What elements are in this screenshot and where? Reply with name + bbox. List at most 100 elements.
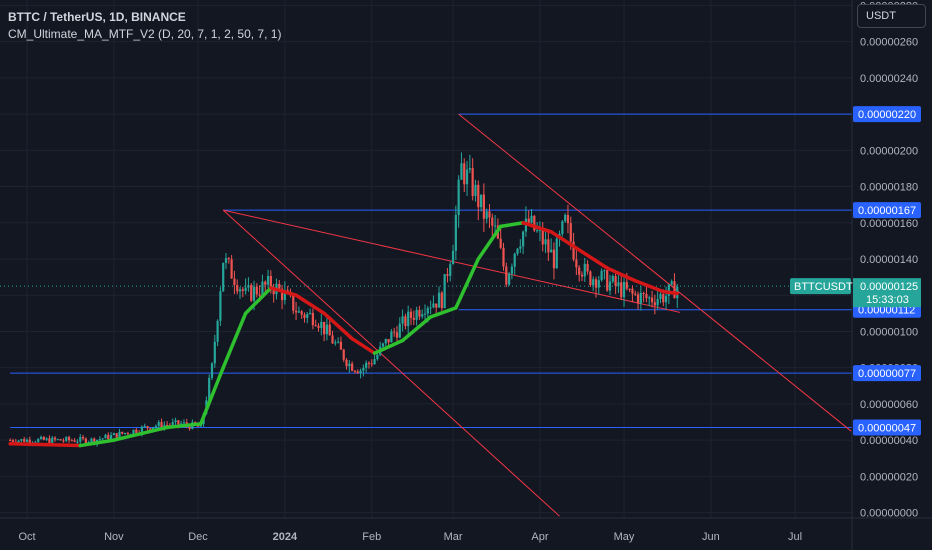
candle-body	[645, 293, 648, 299]
candle-body	[381, 343, 385, 347]
candle-body	[109, 435, 113, 440]
candle-body	[320, 321, 323, 328]
candle-body	[53, 437, 57, 440]
candle-body	[387, 338, 390, 343]
candle-body	[283, 290, 286, 301]
candle-body	[519, 246, 522, 249]
candle-body	[463, 163, 466, 185]
chart-legend: BTTC / TetherUS, 1D, BINANCE CM_Ultimate…	[8, 9, 281, 43]
level-tag	[853, 202, 921, 219]
candle-body	[449, 264, 452, 276]
candle-body	[124, 432, 127, 434]
candle-body	[17, 440, 20, 443]
candle-body	[550, 249, 553, 253]
ma-segment	[221, 311, 248, 370]
candle-body	[409, 311, 413, 318]
level-tag-label: 0.00000167	[858, 205, 916, 217]
time-tick-label: Jun	[702, 531, 720, 543]
candle-body	[9, 440, 12, 442]
indicator-title[interactable]: CM_Ultimate_MA_MTF_V2 (D, 20, 7, 1, 2, 5…	[8, 27, 282, 41]
level-tag	[853, 106, 921, 123]
candle-body	[639, 292, 642, 304]
ma-segment	[243, 286, 273, 316]
candle-body	[101, 438, 104, 440]
candle-body	[294, 310, 298, 313]
candle-body	[65, 437, 68, 441]
candle-body	[437, 292, 441, 308]
candle-body	[474, 184, 477, 197]
candle-body	[451, 250, 455, 265]
candle-body	[552, 249, 556, 269]
candle-body	[300, 311, 303, 315]
candle-body	[339, 341, 343, 350]
candle-body	[510, 266, 514, 274]
price-tick-label: 0.00000000	[860, 508, 918, 520]
candle-body	[522, 231, 525, 247]
candle-body	[485, 211, 488, 219]
candle-body	[104, 434, 107, 439]
candle-body	[348, 363, 351, 367]
candle-body	[488, 211, 491, 218]
candle-body	[440, 292, 443, 309]
time-tick-label: Mar	[444, 531, 463, 543]
candle-body	[429, 307, 432, 309]
candle-body	[351, 363, 354, 371]
moving-average	[8, 221, 680, 448]
candle-body	[323, 321, 326, 335]
level-tag	[853, 365, 921, 382]
symbol-tag-bg	[790, 278, 851, 295]
price-tick-label: 0.00000040	[860, 435, 918, 447]
candle-body	[362, 367, 365, 371]
candle-body	[23, 439, 26, 442]
candle-body	[398, 323, 401, 338]
currency-button[interactable]: USDT	[857, 4, 926, 28]
time-tick-label: Nov	[104, 531, 124, 543]
ma-segment	[428, 306, 458, 319]
candle-body	[421, 314, 424, 317]
candle-body	[600, 270, 603, 281]
candle-body	[264, 281, 267, 285]
ma-segment	[294, 293, 326, 316]
candle-body	[418, 309, 421, 317]
candle-body	[561, 221, 564, 234]
candle-body	[575, 259, 578, 268]
axis-labels: 0.000002800.000002600.000002400.00000220…	[18, 0, 921, 543]
ma-segment	[8, 441, 83, 448]
candle-body	[107, 434, 110, 440]
candle-body	[56, 439, 59, 441]
ma-segment	[400, 315, 433, 343]
candle-body	[533, 215, 536, 231]
ma-segment	[498, 221, 525, 229]
candle-body	[586, 263, 589, 272]
ma-segment	[661, 289, 680, 296]
candle-body	[140, 426, 144, 433]
candle-body	[359, 370, 362, 374]
horizontal-levels	[0, 113, 852, 428]
time-tick-label: May	[614, 531, 635, 543]
candle-body	[390, 331, 393, 343]
candle-body	[376, 354, 379, 360]
candle-body	[479, 194, 483, 208]
candle-body	[314, 325, 317, 327]
candle-body	[628, 288, 631, 290]
candle-body	[460, 163, 463, 180]
candle-body	[306, 313, 309, 318]
candle-body	[236, 285, 239, 292]
level-tag-label: 0.00000112	[858, 305, 915, 317]
candle-body	[569, 223, 572, 242]
candle-body	[538, 230, 542, 232]
ma-segment	[372, 338, 405, 355]
candle-body	[81, 437, 85, 439]
candle-body	[631, 288, 634, 294]
candle-body	[544, 239, 547, 245]
candle-body	[513, 253, 516, 267]
candle-body	[59, 439, 62, 441]
candle-body	[611, 276, 614, 282]
candle-body	[45, 438, 48, 440]
candle-body	[536, 230, 539, 232]
candle-body	[356, 371, 359, 374]
price-tick-label: 0.00000200	[860, 145, 918, 157]
candle-body	[238, 289, 242, 292]
candle-body	[233, 278, 236, 286]
